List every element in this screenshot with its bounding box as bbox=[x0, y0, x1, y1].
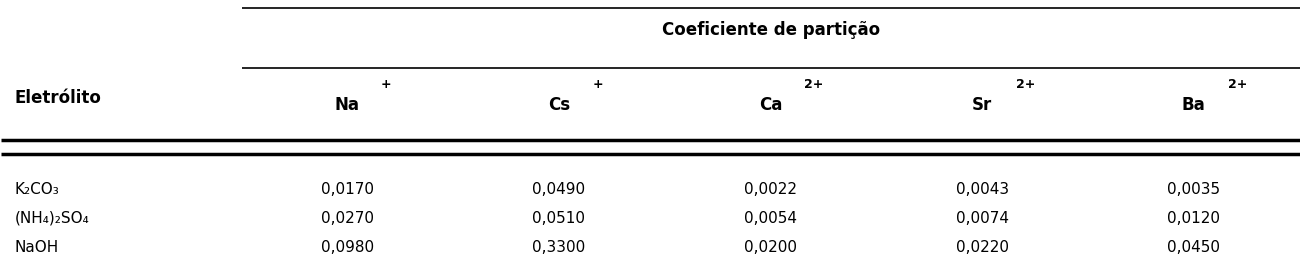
Text: 2+: 2+ bbox=[804, 78, 824, 91]
Text: Ca: Ca bbox=[758, 95, 782, 113]
Text: +: + bbox=[593, 78, 604, 91]
Text: 2+: 2+ bbox=[1228, 78, 1246, 91]
Text: Sr: Sr bbox=[972, 95, 993, 113]
Text: K₂CO₃: K₂CO₃ bbox=[14, 181, 59, 196]
Text: 0,0220: 0,0220 bbox=[956, 239, 1008, 253]
Text: 0,0043: 0,0043 bbox=[956, 181, 1008, 196]
Text: Na: Na bbox=[334, 95, 360, 113]
Text: 0,0490: 0,0490 bbox=[532, 181, 585, 196]
Text: +: + bbox=[381, 78, 392, 91]
Text: 0,3300: 0,3300 bbox=[532, 239, 585, 253]
Text: 0,0120: 0,0120 bbox=[1167, 210, 1220, 225]
Text: Coeficiente de partição: Coeficiente de partição bbox=[661, 21, 879, 39]
Text: (NH₄)₂SO₄: (NH₄)₂SO₄ bbox=[14, 210, 90, 225]
Text: 0,0270: 0,0270 bbox=[321, 210, 373, 225]
Text: Cs: Cs bbox=[548, 95, 570, 113]
Text: 0,0022: 0,0022 bbox=[744, 181, 798, 196]
Text: 0,0170: 0,0170 bbox=[321, 181, 373, 196]
Text: 0,0035: 0,0035 bbox=[1167, 181, 1220, 196]
Text: NaOH: NaOH bbox=[14, 239, 59, 253]
Text: Ba: Ba bbox=[1181, 95, 1206, 113]
Text: 0,0074: 0,0074 bbox=[956, 210, 1008, 225]
Text: 0,0450: 0,0450 bbox=[1167, 239, 1220, 253]
Text: 0,0054: 0,0054 bbox=[744, 210, 798, 225]
Text: Eletrólito: Eletrólito bbox=[14, 88, 101, 106]
Text: 0,0200: 0,0200 bbox=[744, 239, 798, 253]
Text: 0,0510: 0,0510 bbox=[532, 210, 585, 225]
Text: 0,0980: 0,0980 bbox=[321, 239, 373, 253]
Text: 2+: 2+ bbox=[1016, 78, 1036, 91]
